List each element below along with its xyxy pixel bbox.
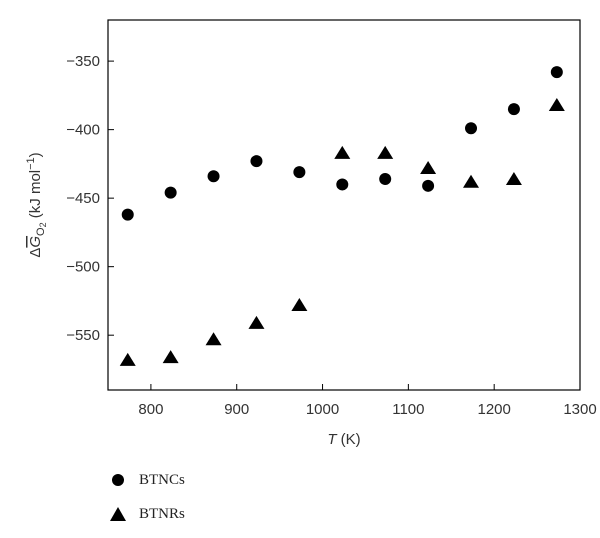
legend: BTNCs BTNRs (105, 468, 185, 536)
x-tick-label: 1000 (306, 401, 339, 418)
x-axis-title: T (K) (327, 431, 360, 448)
data-point-btncs (207, 170, 220, 183)
data-point-btnrs (291, 298, 308, 312)
legend-label-btncs: BTNCs (139, 471, 185, 488)
data-point-btnrs (205, 332, 222, 346)
x-tick-label: 1200 (477, 401, 510, 418)
x-tick-label: 1300 (563, 401, 596, 418)
data-point-btncs (336, 178, 349, 191)
x-tick-label: 900 (224, 401, 249, 418)
data-point-btnrs (505, 171, 522, 185)
triangle-marker-icon (105, 506, 131, 522)
data-point-btncs (507, 103, 520, 116)
y-tick-label: −450 (66, 190, 100, 207)
data-point-btncs (550, 66, 563, 79)
data-point-btncs (293, 166, 306, 179)
y-tick-label: −550 (66, 327, 100, 344)
data-point-btncs (379, 172, 392, 185)
data-point-btnrs (463, 174, 480, 188)
data-point-btnrs (334, 145, 351, 159)
legend-item-btncs: BTNCs (105, 468, 185, 492)
data-point-btncs (164, 186, 177, 199)
data-point-btnrs (548, 97, 565, 111)
circle-marker-icon (105, 472, 131, 488)
data-point-btnrs (162, 350, 179, 364)
data-point-btncs (121, 208, 134, 221)
data-marks (119, 66, 565, 366)
x-tick-label: 800 (138, 401, 163, 418)
chart-svg: 800 900 1000 1100 1200 1300 −350 −400 −450 −500 −5… (25, 19, 597, 448)
y-tick-label: −400 (66, 122, 100, 139)
legend-label-btnrs: BTNRs (139, 505, 185, 522)
data-point-btnrs (119, 352, 136, 366)
data-point-btnrs (420, 161, 437, 174)
ticks: 800 900 1000 1100 1200 1300 −350 −400 −450 −500 −5… (66, 53, 596, 418)
data-point-btncs (465, 122, 478, 135)
plot-frame (107, 19, 581, 391)
legend-item-btnrs: BTNRs (105, 502, 185, 526)
x-tick-label: 1100 (392, 401, 424, 418)
y-tick-label: −350 (66, 53, 100, 70)
y-axis-title: ΔGO2 (kJ mol−1) (25, 152, 48, 257)
y-tick-label: −500 (66, 259, 100, 276)
axes (107, 19, 581, 391)
data-point-btnrs (248, 315, 265, 329)
data-point-btnrs (377, 145, 394, 159)
data-point-btncs (250, 155, 263, 168)
data-point-btncs (422, 179, 435, 192)
